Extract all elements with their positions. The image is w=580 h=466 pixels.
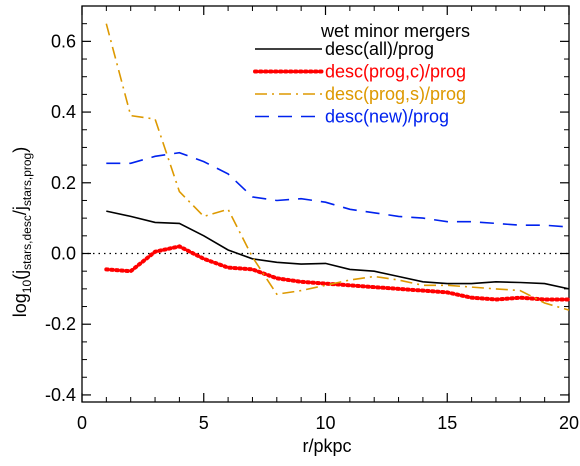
y-label-sub2: stars,desc xyxy=(20,215,34,270)
x-tick-label: 5 xyxy=(199,413,209,433)
series-line-1 xyxy=(106,210,570,290)
series-line-2 xyxy=(104,244,571,302)
y-label-sub1: 10 xyxy=(20,280,34,294)
y-label-prefix: log xyxy=(10,293,30,317)
legend-title: wet minor mergers xyxy=(320,21,470,41)
y-tick-label: -0.4 xyxy=(45,385,76,405)
x-tick-label: 10 xyxy=(315,413,335,433)
x-axis-label: r/pkpc xyxy=(302,436,351,456)
series-layer xyxy=(104,23,571,311)
y-label-mid: /j xyxy=(10,206,30,215)
x-tick-label: 0 xyxy=(77,413,87,433)
y-label-open: (j xyxy=(10,270,30,280)
series-line-4 xyxy=(106,151,570,228)
y-tick-label: 0.0 xyxy=(51,244,76,264)
y-tick-label: 0.4 xyxy=(51,102,76,122)
y-tick-label: -0.2 xyxy=(45,314,76,334)
y-tick-label: 0.2 xyxy=(51,173,76,193)
x-tick-label: 20 xyxy=(559,413,579,433)
y-label-close: ) xyxy=(10,147,30,153)
y-tick-label: 0.6 xyxy=(51,31,76,51)
series-line-3 xyxy=(105,23,570,311)
x-tick-label: 15 xyxy=(437,413,457,433)
y-axis: -0.4 -0.2 0.0 0.2 0.4 0.6 xyxy=(45,23,569,405)
legend-label: desc(prog,s)/prog xyxy=(325,84,466,104)
y-label-sub3: stars,prog xyxy=(20,153,34,206)
legend-label: desc(all)/prog xyxy=(325,39,434,59)
y-axis-label: log10(jstars,desc/jstars,prog) xyxy=(10,147,34,317)
x-axis: 0 5 10 15 20 xyxy=(77,6,579,433)
legend-label: desc(new)/prog xyxy=(325,107,449,127)
legend-label: desc(prog,c)/prog xyxy=(325,62,466,82)
